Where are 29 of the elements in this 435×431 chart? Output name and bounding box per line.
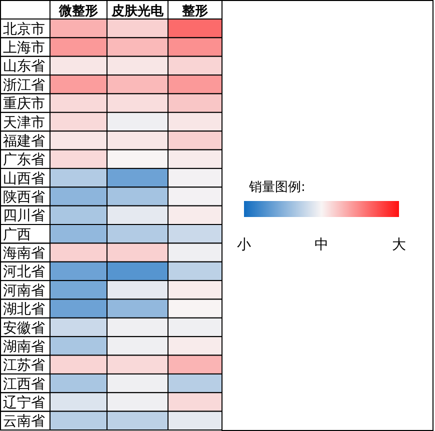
- y-tick-label: 山西省: [3, 170, 45, 187]
- y-tick-label: 四川省: [3, 208, 45, 224]
- y-tick-label: 辽宁省: [3, 394, 45, 411]
- y-tick-label: 山东省: [3, 58, 45, 75]
- y-tick-label: 湖南省: [3, 338, 45, 355]
- x-tick-label: 整形: [181, 4, 208, 19]
- y-tick-label: 天津市: [3, 114, 45, 131]
- color-bar-label: 中: [314, 237, 328, 253]
- y-tick-label: 海南省: [3, 246, 45, 262]
- y-tick-label: 福建省: [3, 133, 45, 150]
- y-tick-label: 广东省: [3, 152, 45, 168]
- y-tick-label: 上海市: [3, 40, 45, 56]
- color-bar-title: 销量图例:: [248, 180, 306, 195]
- y-tick-label: 河南省: [3, 282, 45, 299]
- y-tick-label: 浙江省: [3, 77, 45, 94]
- y-tick-label: 陕西省: [3, 189, 45, 206]
- y-tick-label: 北京市: [3, 21, 45, 38]
- y-tick-label: 重庆市: [3, 96, 45, 112]
- y-tick-label: 江西省: [3, 376, 45, 392]
- color-bar-label: 大: [392, 237, 406, 253]
- y-tick-label: 湖北省: [3, 302, 45, 318]
- x-tick-label: 微整形: [58, 4, 98, 19]
- y-tick-label: 云南省: [3, 414, 45, 430]
- color-bar-label: 小: [237, 237, 251, 253]
- y-tick-label: 安徽省: [3, 320, 45, 336]
- x-tick-label: 皮肤光电: [110, 4, 164, 19]
- y-tick-label: 江苏省: [3, 358, 45, 374]
- y-tick-label: 广西: [3, 226, 31, 243]
- y-tick-label: 河北省: [3, 264, 45, 280]
